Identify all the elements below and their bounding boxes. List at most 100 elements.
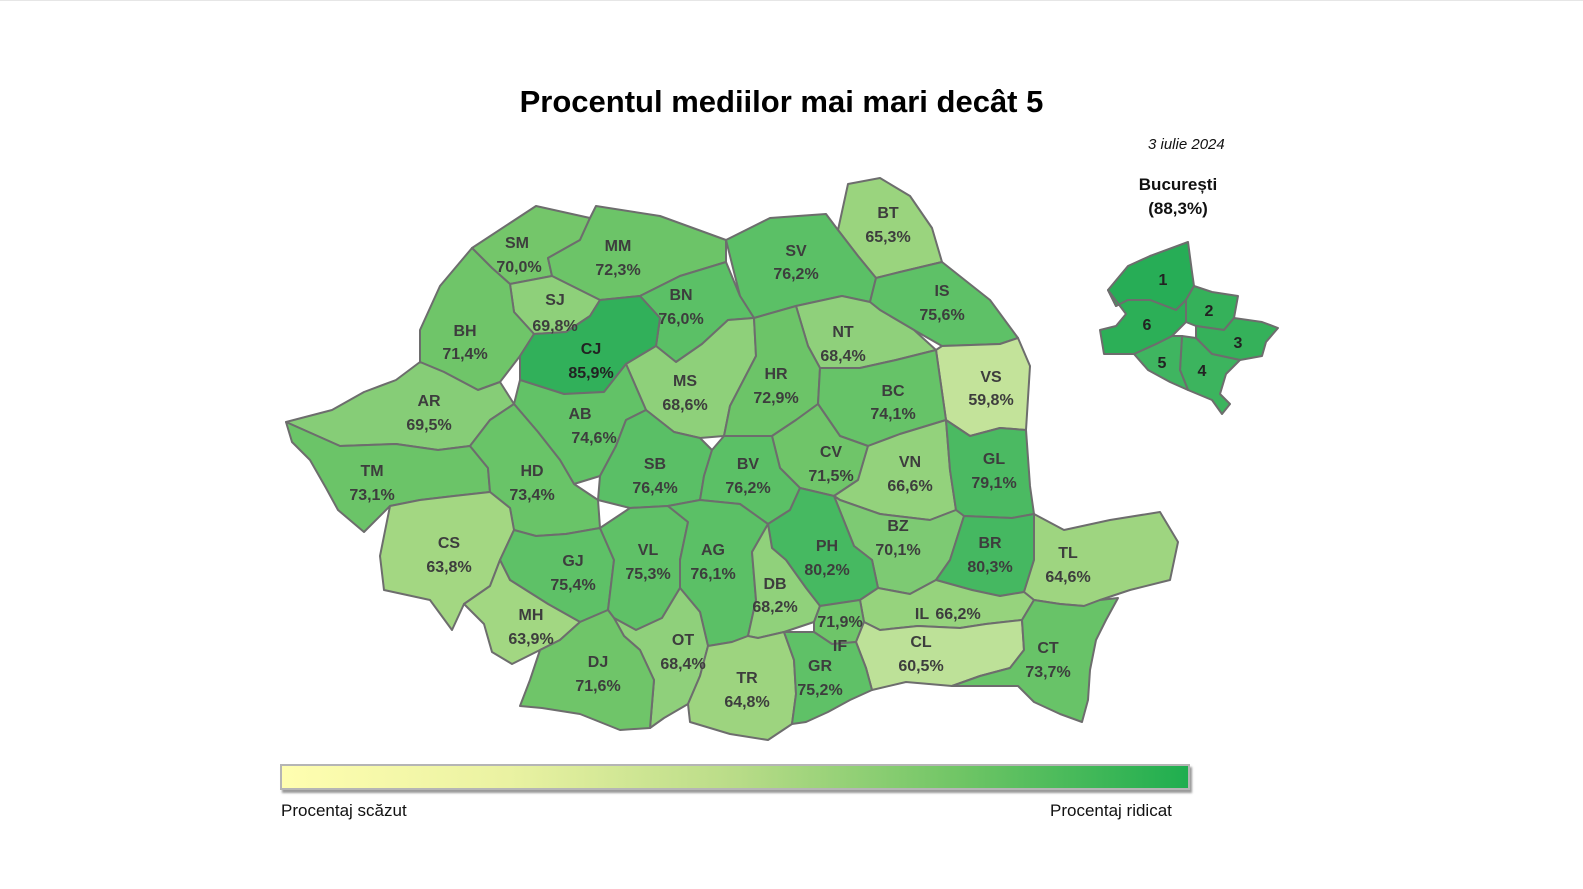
label-sector-1: 1 — [1159, 272, 1168, 289]
bucuresti-header: București (88,3%) — [1118, 173, 1238, 221]
label-hr-value: 72,9% — [753, 390, 798, 407]
county-gl[interactable] — [945, 419, 1035, 519]
label-cl-code: CL — [910, 634, 932, 651]
label-hd-code: HD — [520, 463, 543, 480]
label-if-value: 71,9% — [817, 614, 862, 631]
label-nt-value: 68,4% — [820, 348, 865, 365]
label-ar-code: AR — [417, 393, 441, 410]
label-dj-code: DJ — [588, 654, 608, 671]
label-db-value: 68,2% — [752, 599, 797, 616]
label-bc-value: 74,1% — [870, 406, 915, 423]
label-cs-code: CS — [438, 535, 461, 552]
label-is-code: IS — [934, 283, 949, 300]
label-sector-6: 6 — [1143, 317, 1152, 334]
label-mm-code: MM — [605, 238, 632, 255]
label-ot-code: OT — [672, 632, 694, 649]
label-cv-code: CV — [820, 444, 843, 461]
label-ab-value: 74,6% — [571, 430, 616, 447]
label-hr-code: HR — [764, 366, 788, 383]
label-if-code: IF — [833, 638, 847, 655]
county-ct[interactable] — [951, 597, 1119, 723]
label-br-value: 80,3% — [967, 559, 1012, 576]
bucuresti-sector-6[interactable] — [1099, 289, 1187, 355]
label-cj-code: CJ — [581, 341, 601, 358]
label-il-code: IL — [915, 606, 929, 623]
bucuresti-sector-3[interactable] — [1195, 317, 1279, 361]
legend-low-label: Procentaj scăzut — [281, 801, 407, 820]
label-sv-code: SV — [785, 243, 807, 260]
label-sm-code: SM — [505, 235, 529, 252]
label-mh-value: 63,9% — [508, 631, 553, 648]
map-date: 3 iulie 2024 — [1148, 136, 1225, 153]
label-sector-4: 4 — [1198, 363, 1207, 380]
label-hd-value: 73,4% — [509, 487, 554, 504]
label-sb-code: SB — [644, 456, 666, 473]
label-bh-value: 71,4% — [442, 346, 487, 363]
label-il-value: 66,2% — [935, 606, 980, 623]
label-ab-code: AB — [568, 406, 591, 423]
label-ct-value: 73,7% — [1025, 664, 1070, 681]
label-bn-code: BN — [669, 287, 692, 304]
county-vs[interactable] — [935, 337, 1031, 437]
label-tr-code: TR — [736, 670, 758, 687]
label-tm-value: 73,1% — [349, 487, 394, 504]
label-ph-code: PH — [816, 538, 838, 555]
label-ot-value: 68,4% — [660, 656, 705, 673]
label-sb-value: 76,4% — [632, 480, 677, 497]
label-cj-value: 85,9% — [568, 365, 613, 382]
label-bv-value: 76,2% — [725, 480, 770, 497]
county-dj[interactable] — [519, 609, 655, 731]
label-sector-3: 3 — [1234, 335, 1243, 352]
map-title: Procentul mediilor mai mari decât 5 — [519, 84, 1044, 119]
label-sj-code: SJ — [545, 292, 565, 309]
legend-high-label: Procentaj ridicat — [1050, 801, 1172, 820]
label-bz-code: BZ — [887, 518, 909, 535]
label-ct-code: CT — [1037, 640, 1059, 657]
county-gr[interactable] — [783, 631, 873, 725]
label-ag-code: AG — [701, 542, 725, 559]
label-vn-value: 66,6% — [887, 478, 932, 495]
label-sm-value: 70,0% — [496, 259, 541, 276]
label-gj-value: 75,4% — [550, 577, 595, 594]
label-is-value: 75,6% — [919, 307, 964, 324]
label-bv-code: BV — [737, 456, 760, 473]
label-bt-value: 65,3% — [865, 229, 910, 246]
label-bh-code: BH — [453, 323, 476, 340]
label-db-code: DB — [763, 576, 786, 593]
label-gl-code: GL — [983, 451, 1005, 468]
bucuresti-layer — [1099, 241, 1279, 415]
label-ms-code: MS — [673, 373, 697, 390]
label-cl-value: 60,5% — [898, 658, 943, 675]
label-bt-code: BT — [877, 205, 899, 222]
bucuresti-name: București — [1138, 175, 1218, 194]
label-bz-value: 70,1% — [875, 542, 920, 559]
label-vn-code: VN — [899, 454, 921, 471]
label-bn-value: 76,0% — [658, 311, 703, 328]
top-divider — [0, 0, 1583, 1]
label-gr-value: 75,2% — [797, 682, 842, 699]
label-ms-value: 68,6% — [662, 397, 707, 414]
label-sector-5: 5 — [1158, 355, 1167, 372]
legend-gradient-bar — [280, 764, 1190, 790]
label-br-code: BR — [978, 535, 1002, 552]
county-labels-layer: SM 70,0% MM 72,3% BT 65,3% SV 76,2% SJ 6… — [349, 205, 1090, 711]
bucuresti-value: (88,3%) — [1148, 199, 1208, 218]
label-dj-value: 71,6% — [575, 678, 620, 695]
counties-layer — [285, 177, 1179, 741]
label-gl-value: 79,1% — [971, 475, 1016, 492]
label-tl-value: 64,6% — [1045, 569, 1090, 586]
label-ar-value: 69,5% — [406, 417, 451, 434]
county-tl[interactable] — [1023, 511, 1179, 607]
label-vs-code: VS — [980, 369, 1002, 386]
label-tl-code: TL — [1058, 545, 1078, 562]
label-gr-code: GR — [808, 658, 832, 675]
bucuresti-labels-layer: 1 2 3 4 5 6 — [1143, 272, 1243, 380]
label-sector-2: 2 — [1205, 303, 1214, 320]
label-sv-value: 76,2% — [773, 266, 818, 283]
label-vl-value: 75,3% — [625, 566, 670, 583]
label-nt-code: NT — [832, 324, 854, 341]
label-ph-value: 80,2% — [804, 562, 849, 579]
label-cs-value: 63,8% — [426, 559, 471, 576]
label-ag-value: 76,1% — [690, 566, 735, 583]
